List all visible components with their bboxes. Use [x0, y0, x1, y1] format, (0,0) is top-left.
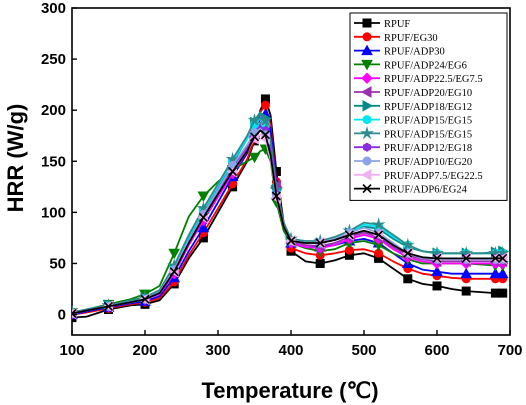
data-point: [374, 230, 384, 240]
legend-item: RPUF/EG30: [354, 32, 438, 44]
x-tick-label: 100: [59, 342, 84, 359]
y-tick-label: 300: [41, 0, 66, 17]
x-tick-label: 400: [278, 342, 303, 359]
legend-label: RPUF/ADP18/EG12: [384, 102, 472, 113]
legend-item: PRUF/ADP12/EG18: [354, 142, 472, 154]
legend-item: RPUF/ADP18/EG12: [354, 99, 472, 113]
data-point: [258, 114, 273, 127]
x-tick-label: 700: [497, 342, 522, 359]
legend-label: PRUF/ADP10/EG20: [384, 157, 472, 168]
y-tick-label: 250: [41, 51, 66, 68]
legend-marker: [359, 126, 375, 140]
data-point: [260, 130, 271, 140]
axes-group: 100 200 300 400 500 600 700 0 50 100 150 200 250 300: [41, 0, 523, 359]
legend-marker: [360, 168, 372, 181]
legend-marker: [363, 142, 371, 152]
legend-label: PRUF/ADP12/EG18: [384, 143, 472, 154]
data-point: [344, 230, 354, 240]
data-point: [498, 253, 508, 263]
y-tick-label: 50: [49, 255, 66, 272]
series-line: [72, 129, 503, 315]
legend-marker: [362, 18, 372, 28]
x-tick-label: 600: [424, 342, 449, 359]
data-point: [403, 248, 413, 258]
legend-label: RPUF/ADP20/EG10: [384, 88, 472, 99]
legend-item: PRUF/ADP15/EG15: [354, 126, 472, 140]
data-point: [431, 265, 443, 277]
x-tick-label: 200: [132, 342, 157, 359]
legend-label: PRUF/ADP6/EG24: [384, 185, 468, 196]
legend: RPUF RPUF/EG30 RPUF/ADP30 RPUF/ADP24/EG6 RPU…: [349, 12, 508, 201]
legend-label: PRUF/ADP7.5/EG22.5: [384, 171, 483, 182]
data-point: [286, 236, 296, 246]
legend-item: PRUF/ADP7.5/EG22.5: [354, 168, 483, 182]
data-point: [490, 288, 500, 298]
data-point: [248, 152, 261, 164]
data-point: [197, 221, 210, 233]
legend-marker: [362, 156, 372, 166]
legend-label: RPUF/ADP24/EG6: [384, 60, 467, 71]
legend-label: PRUF/ADP15/EG15: [384, 116, 472, 127]
data-point: [197, 191, 210, 203]
legend-item: RPUF/ADP22.5/EG7.5: [354, 72, 483, 85]
legend-marker: [362, 184, 372, 194]
data-point: [103, 301, 114, 311]
data-point: [489, 267, 502, 279]
x-axis-title: Temperature (℃): [201, 378, 378, 403]
data-point: [371, 217, 386, 230]
series-group: [72, 94, 510, 323]
legend-label: RPUF/ADP30: [384, 47, 445, 58]
y-tick-label: 200: [41, 102, 66, 119]
data-point: [168, 248, 181, 260]
data-point: [315, 258, 325, 268]
legend-item: RPUF/ADP20/EG10: [354, 86, 472, 99]
legend-marker: [361, 44, 373, 56]
legend-marker: [361, 72, 373, 84]
data-point: [249, 132, 260, 142]
data-point: [460, 267, 473, 279]
legend-marker: [362, 115, 372, 125]
legend-label: RPUF: [384, 19, 410, 30]
legend-item: PRUF/ADP15/EG15: [354, 115, 472, 127]
data-point: [496, 267, 509, 279]
data-point: [260, 100, 270, 110]
data-point: [461, 286, 471, 296]
legend-item: RPUF: [354, 18, 410, 30]
data-point: [198, 212, 208, 223]
legend-label: RPUF/ADP22.5/EG7.5: [384, 74, 483, 85]
series-line: [72, 148, 503, 314]
data-point: [490, 253, 500, 263]
series-13: [72, 129, 508, 319]
data-point: [140, 294, 150, 304]
data-point: [432, 281, 442, 291]
y-tick-label: 150: [41, 153, 66, 170]
y-axis-title: HRR (W/g): [3, 104, 28, 213]
legend-item: PRUF/ADP6/EG24: [354, 184, 468, 196]
x-tick-label: 500: [351, 342, 376, 359]
x-tick-label: 300: [205, 342, 230, 359]
data-point: [461, 253, 471, 263]
legend-label: RPUF/EG30: [384, 33, 438, 44]
y-tick-label: 0: [58, 307, 66, 324]
legend-marker: [361, 59, 373, 71]
legend-item: PRUF/ADP10/EG20: [354, 156, 472, 168]
data-point: [271, 191, 281, 201]
data-point: [498, 288, 508, 298]
data-point: [72, 308, 77, 319]
legend-marker: [360, 86, 372, 98]
data-point: [228, 166, 238, 177]
data-point: [247, 112, 262, 126]
legend-marker: [362, 32, 372, 42]
data-point: [400, 237, 415, 252]
legend-item: RPUF/ADP30: [354, 44, 445, 58]
data-point: [169, 267, 179, 277]
data-point: [315, 238, 325, 248]
data-point: [432, 253, 442, 263]
legend-marker: [362, 99, 374, 112]
legend-item: RPUF/ADP24/EG6: [354, 59, 467, 71]
data-point: [403, 274, 413, 284]
legend-label: PRUF/ADP15/EG15: [384, 129, 472, 140]
y-tick-label: 100: [41, 204, 66, 221]
